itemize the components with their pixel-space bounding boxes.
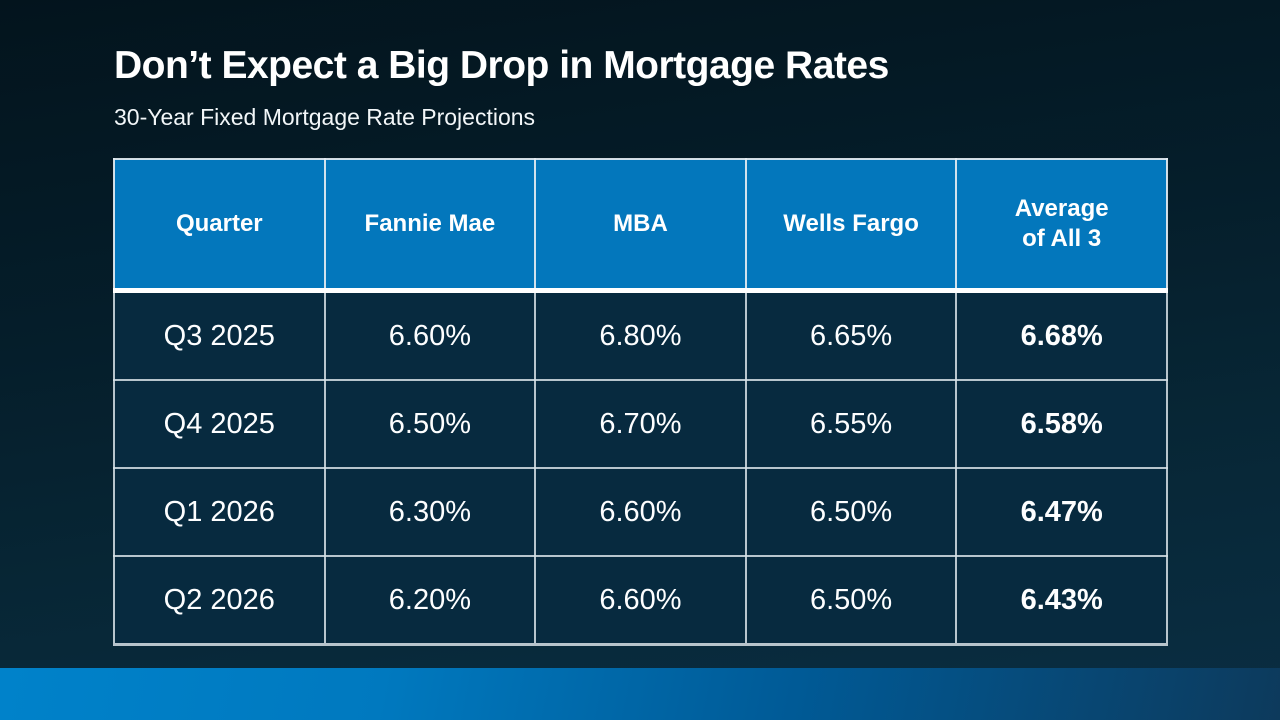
col-header-average: Average of All 3 (955, 158, 1168, 293)
bottom-accent-bar (0, 668, 1280, 720)
cell-average: 6.47% (955, 467, 1168, 557)
slide-subtitle: 30-Year Fixed Mortgage Rate Projections (114, 104, 536, 130)
cell-fannie-mae: 6.20% (323, 555, 537, 646)
col-header-average-line1: Average (1014, 195, 1109, 222)
table-row: Q1 2026 6.30% 6.60% 6.50% 6.47% (113, 467, 1168, 557)
cell-fannie-mae: 6.60% (323, 289, 537, 381)
cell-mba: 6.60% (534, 555, 747, 646)
cell-wells-fargo: 6.55% (744, 379, 958, 469)
table-header-row: Quarter Fannie Mae MBA Wells Fargo Avera… (113, 158, 1168, 293)
cell-fannie-mae: 6.30% (323, 467, 537, 557)
col-header-quarter: Quarter (113, 158, 326, 293)
cell-quarter: Q2 2026 (113, 555, 326, 646)
table-row: Q4 2025 6.50% 6.70% 6.55% 6.58% (113, 379, 1168, 469)
cell-average: 6.58% (955, 379, 1168, 469)
table-row: Q3 2025 6.60% 6.80% 6.65% 6.68% (113, 289, 1168, 381)
cell-mba: 6.60% (534, 467, 747, 557)
cell-quarter: Q1 2026 (113, 467, 326, 557)
cell-average: 6.43% (955, 555, 1168, 646)
slide-header: Don’t Expect a Big Drop in Mortgage Rate… (114, 44, 889, 131)
cell-fannie-mae: 6.50% (323, 379, 537, 469)
slide-title: Don’t Expect a Big Drop in Mortgage Rate… (114, 44, 889, 87)
cell-mba: 6.80% (534, 289, 747, 381)
cell-quarter: Q3 2025 (113, 289, 326, 381)
cell-average: 6.68% (955, 289, 1168, 381)
col-header-fannie-mae: Fannie Mae (323, 158, 537, 293)
cell-quarter: Q4 2025 (113, 379, 326, 469)
cell-wells-fargo: 6.50% (744, 555, 958, 646)
col-header-average-line2: of All 3 (1022, 225, 1102, 252)
col-header-mba: MBA (534, 158, 747, 293)
table-row: Q2 2026 6.20% 6.60% 6.50% 6.43% (113, 555, 1168, 646)
cell-wells-fargo: 6.50% (744, 467, 958, 557)
cell-mba: 6.70% (534, 379, 747, 469)
mortgage-rate-projections-table: Quarter Fannie Mae MBA Wells Fargo Avera… (113, 158, 1168, 646)
col-header-wells-fargo: Wells Fargo (744, 158, 958, 293)
cell-wells-fargo: 6.65% (744, 289, 958, 381)
